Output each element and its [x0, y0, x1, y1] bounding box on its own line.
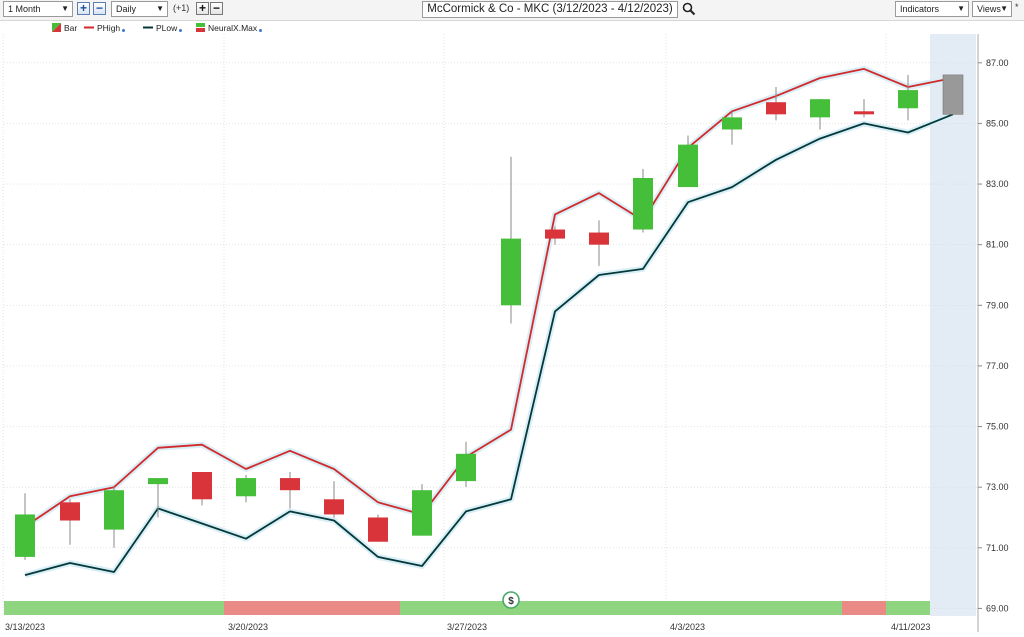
legend-label: PHigh — [97, 23, 121, 33]
legend-item-plow[interactable]: PLow — [143, 23, 183, 33]
phigh-line-halo — [23, 65, 954, 530]
legend-label: PLow — [156, 23, 178, 33]
candle-body — [60, 502, 80, 521]
settings-dot-icon[interactable] — [179, 29, 183, 32]
dividend-marker-symbol: $ — [508, 596, 514, 607]
settings-dot-icon[interactable] — [122, 29, 126, 32]
candle-body — [412, 490, 432, 536]
candle-body — [854, 111, 874, 115]
offset-minus-button[interactable]: − — [210, 2, 223, 15]
date-tick-label: 3/20/2023 — [228, 622, 268, 632]
period-select-value: 1 Month — [8, 4, 41, 14]
candle-body — [633, 177, 653, 230]
indicators-select-value: Indicators — [900, 4, 940, 14]
candle-body — [192, 472, 212, 500]
legend-item-bar[interactable]: Bar — [52, 23, 77, 33]
zoom-in-button[interactable]: + — [77, 2, 90, 15]
candle-body — [236, 478, 256, 497]
interval-select[interactable]: Daily ▼ — [111, 1, 168, 17]
period-select[interactable]: 1 Month ▼ — [3, 1, 73, 17]
neuralx-segment-up — [886, 601, 930, 615]
dropdown-arrow-icon: ▼ — [156, 4, 164, 13]
neuralx-segment-up — [4, 601, 224, 615]
legend-item-neuralx[interactable]: NeuralX.Max — [196, 23, 263, 33]
plow-line — [24, 113, 954, 576]
price-tick-label: 73.00 — [986, 482, 1009, 492]
neuralx-segment-down — [842, 601, 886, 615]
price-tick-label: 85.00 — [986, 118, 1009, 128]
line-swatch-icon — [143, 26, 153, 29]
candle-body — [324, 499, 344, 515]
phigh-line — [24, 68, 954, 528]
candle-body — [148, 478, 168, 485]
date-tick-label: 4/3/2023 — [670, 622, 705, 632]
offset-plus-button[interactable]: + — [196, 2, 209, 15]
symbol-title-field[interactable]: McCormick & Co - MKC (3/12/2023 - 4/12/2… — [422, 1, 678, 18]
views-select[interactable]: Views ▼ — [972, 1, 1012, 17]
symbol-title-text: McCormick & Co - MKC (3/12/2023 - 4/12/2… — [427, 3, 673, 15]
zoom-out-button[interactable]: − — [93, 2, 106, 15]
offset-label: (+1) — [173, 3, 190, 13]
price-tick-label: 77.00 — [986, 361, 1009, 371]
date-tick-label: 3/13/2023 — [5, 622, 45, 632]
interval-select-value: Daily — [116, 4, 137, 14]
views-modified-mark: * — [1015, 2, 1019, 12]
candle-body — [678, 144, 698, 188]
legend-item-phigh[interactable]: PHigh — [84, 23, 126, 33]
price-tick-label: 81.00 — [986, 240, 1009, 250]
search-icon[interactable] — [682, 2, 696, 16]
views-select-value: Views — [977, 4, 1001, 14]
settings-dot-icon[interactable] — [259, 29, 263, 32]
bar-swatch-icon — [52, 23, 61, 32]
candle-body — [545, 229, 565, 239]
candles — [15, 74, 964, 560]
candle-body — [942, 74, 964, 115]
candle-body — [810, 99, 830, 118]
chart-toolbar: 1 Month ▼ + − Daily ▼ (+1) + − McCormick… — [0, 0, 1024, 21]
neuralx-segment-down — [224, 601, 400, 615]
dropdown-arrow-icon: ▼ — [61, 4, 69, 13]
dropdown-arrow-icon: ▼ — [1000, 4, 1008, 13]
chart-grid — [2, 34, 978, 616]
price-tick-label: 75.00 — [986, 422, 1009, 432]
candle-body — [15, 514, 35, 557]
price-tick-label: 83.00 — [986, 179, 1009, 189]
date-tick-label: 4/11/2023 — [891, 622, 930, 632]
candle-body — [501, 238, 521, 306]
indicators-select[interactable]: Indicators ▼ — [895, 1, 969, 17]
neuralx-band — [4, 601, 930, 615]
candle-body — [589, 232, 609, 245]
candle-body — [898, 90, 918, 109]
neuralx-segment-up — [400, 601, 842, 615]
current-bar-highlight — [930, 34, 976, 616]
date-tick-label: 3/27/2023 — [447, 622, 487, 632]
neuralx-swatch-icon — [196, 23, 205, 32]
dropdown-arrow-icon: ▼ — [957, 4, 965, 13]
dividend-marker[interactable]: $ — [502, 591, 520, 609]
legend-label: NeuralX.Max — [208, 23, 258, 33]
candle-body — [722, 117, 742, 130]
candle-body — [456, 453, 476, 482]
candle-body — [766, 102, 786, 115]
price-chart[interactable]: 69.00 71.00 73.00 75.00 77.00 79.00 81.00 83.00… — [0, 20, 1024, 637]
candle-body — [368, 517, 388, 542]
price-tick-label: 87.00 — [986, 58, 1009, 68]
indicator-lines — [23, 65, 955, 578]
dividend-marker-circle — [502, 591, 520, 609]
price-axis: 69.00 71.00 73.00 75.00 77.00 79.00 81.00 83.00… — [977, 34, 1009, 632]
candle-body — [280, 478, 300, 491]
price-tick-label: 79.00 — [986, 300, 1009, 310]
candle-body — [104, 490, 124, 530]
date-axis: 3/13/2023 3/20/2023 3/27/2023 4/3/2023 4/11/… — [5, 622, 930, 632]
price-tick-label: 69.00 — [986, 603, 1009, 613]
line-swatch-icon — [84, 26, 94, 29]
legend-label: Bar — [64, 23, 78, 33]
price-tick-label: 71.00 — [986, 543, 1009, 553]
